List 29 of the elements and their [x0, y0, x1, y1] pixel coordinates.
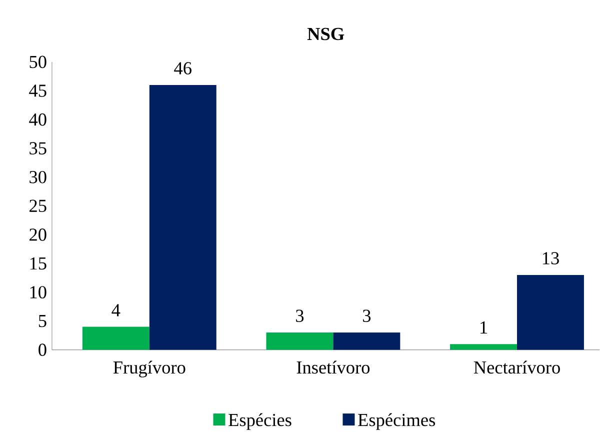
bar: [266, 332, 334, 350]
y-tick-label: 40: [29, 113, 46, 126]
data-label: 13: [542, 252, 559, 265]
bar: [450, 344, 518, 350]
data-label: 46: [174, 62, 192, 75]
y-tick-label: 45: [29, 84, 46, 97]
y-tick-label: 50: [30, 56, 46, 68]
data-label: 3: [363, 310, 371, 322]
y-tick-label: 25: [30, 200, 46, 212]
x-tick-label: Nectarívoro: [474, 360, 560, 374]
y-tick-label: 5: [38, 315, 46, 328]
bar: [82, 326, 150, 350]
y-tick-label: 0: [38, 344, 46, 356]
x-tick-label: Frugívoro: [113, 360, 186, 378]
data-label: 1: [480, 322, 487, 334]
data-label: 4: [112, 304, 120, 316]
y-tick-label: 15: [30, 257, 46, 270]
y-tick-label: 10: [30, 286, 46, 299]
legend-label: Espécimes: [358, 413, 436, 430]
legend-label: Espécies: [228, 413, 292, 430]
y-tick-label: 35: [30, 142, 46, 155]
chart-title: NSG: [307, 28, 344, 40]
bar: [149, 85, 216, 350]
bar: [517, 275, 584, 350]
x-tick-label: Insetívoro: [296, 360, 370, 374]
y-tick-label: 20: [30, 228, 46, 241]
bar: [333, 332, 400, 350]
data-label: 3: [296, 310, 304, 322]
y-tick-label: 30: [30, 171, 46, 184]
